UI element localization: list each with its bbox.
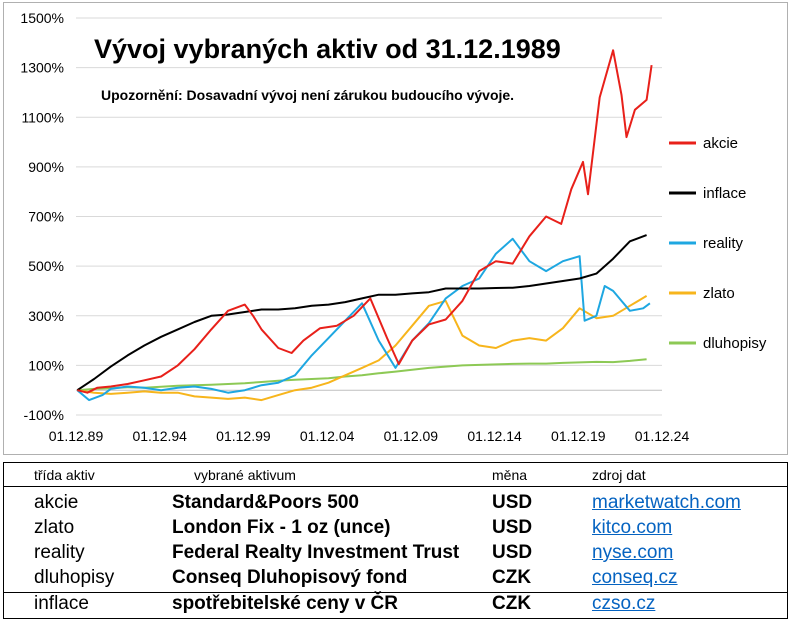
y-tick-label: 100% bbox=[28, 357, 64, 373]
line-chart: -100% 100% 300% 500% 700% 900% 1100% 1300% 1500%… bbox=[20, 10, 767, 444]
y-tick-label: 900% bbox=[28, 159, 64, 175]
x-tick-label: 01.12.99 bbox=[216, 428, 271, 444]
y-tick-label: 1100% bbox=[21, 109, 64, 125]
x-tick-label: 01.12.14 bbox=[467, 428, 522, 444]
chart-area: -100% 100% 300% 500% 700% 900% 1100% 1300% 1500%… bbox=[3, 2, 788, 455]
x-tick-label: 01.12.09 bbox=[384, 428, 439, 444]
legend-label-akcie: akcie bbox=[703, 135, 738, 152]
header-divider bbox=[4, 486, 787, 487]
table-header-row: třída aktiv vybrané aktivum měna zdroj d… bbox=[4, 467, 787, 487]
table-row: inflace spotřebitelské ceny v ČR CZK czs… bbox=[4, 593, 787, 618]
asset-name-cell: Federal Realty Investment Trust bbox=[172, 542, 460, 563]
y-tick-label: 700% bbox=[28, 209, 64, 225]
x-tick-label: 01.12.04 bbox=[300, 428, 355, 444]
asset-name-cell: spotřebitelské ceny v ČR bbox=[172, 593, 398, 614]
asset-class-cell: dluhopisy bbox=[34, 567, 115, 588]
series-line-dluhopisy bbox=[77, 358, 647, 392]
y-tick-label: -100% bbox=[24, 407, 64, 423]
table-row: akcie Standard&Poors 500 USD marketwatch… bbox=[4, 492, 787, 517]
source-link[interactable]: marketwatch.com bbox=[592, 492, 741, 513]
series-line-inflace bbox=[76, 234, 647, 392]
y-tick-label: 1300% bbox=[20, 60, 64, 76]
source-link[interactable]: nyse.com bbox=[592, 542, 674, 563]
y-tick-label: 1500% bbox=[20, 10, 64, 26]
legend-label-inflace: inflace bbox=[703, 185, 746, 202]
currency-cell: USD bbox=[492, 542, 533, 563]
currency-cell: USD bbox=[492, 517, 533, 538]
source-link[interactable]: conseq.cz bbox=[592, 567, 678, 588]
table-row: zlato London Fix - 1 oz (unce) USD kitco… bbox=[4, 517, 787, 542]
row-divider bbox=[4, 592, 787, 593]
asset-class-cell: inflace bbox=[34, 593, 89, 614]
asset-name-cell: London Fix - 1 oz (unce) bbox=[172, 517, 391, 538]
asset-class-cell: zlato bbox=[34, 517, 75, 538]
asset-name-cell: Conseq Dluhopisový fond bbox=[172, 567, 408, 588]
x-tick-label: 01.12.24 bbox=[635, 428, 690, 444]
currency-cell: CZK bbox=[492, 567, 532, 588]
header-source: zdroj dat bbox=[592, 467, 646, 483]
y-tick-label: 500% bbox=[28, 258, 64, 274]
table-row: reality Federal Realty Investment Trust … bbox=[4, 542, 787, 567]
currency-cell: USD bbox=[492, 492, 533, 513]
x-tick-label: 01.12.19 bbox=[551, 428, 606, 444]
source-link[interactable]: kitco.com bbox=[592, 517, 673, 538]
asset-name-cell: Standard&Poors 500 bbox=[172, 492, 359, 513]
asset-class-cell: akcie bbox=[34, 492, 79, 513]
header-currency: měna bbox=[492, 467, 528, 483]
legend-label-dluhopisy: dluhopisy bbox=[703, 335, 767, 352]
currency-cell: CZK bbox=[492, 593, 532, 614]
table-row: dluhopisy Conseq Dluhopisový fond CZK co… bbox=[4, 567, 787, 592]
series-line-reality bbox=[76, 237, 651, 402]
legend-label-reality: reality bbox=[703, 235, 744, 252]
chart-title: Vývoj vybraných aktiv od 31.12.1989 bbox=[94, 34, 561, 64]
chart-subtitle: Upozornění: Dosavadní vývoj není zárukou… bbox=[101, 87, 514, 103]
source-link[interactable]: czso.cz bbox=[592, 593, 656, 614]
legend-label-zlato: zlato bbox=[703, 285, 735, 302]
header-asset-class: třída aktiv bbox=[34, 467, 95, 483]
asset-class-cell: reality bbox=[34, 542, 85, 563]
header-asset: vybrané aktivum bbox=[194, 467, 296, 483]
asset-table: třída aktiv vybrané aktivum měna zdroj d… bbox=[3, 462, 788, 619]
series-line-akcie bbox=[77, 49, 653, 394]
x-tick-label: 01.12.94 bbox=[132, 428, 187, 444]
series-line-zlato bbox=[77, 295, 648, 402]
y-tick-label: 300% bbox=[28, 308, 64, 324]
x-tick-label: 01.12.89 bbox=[49, 428, 104, 444]
